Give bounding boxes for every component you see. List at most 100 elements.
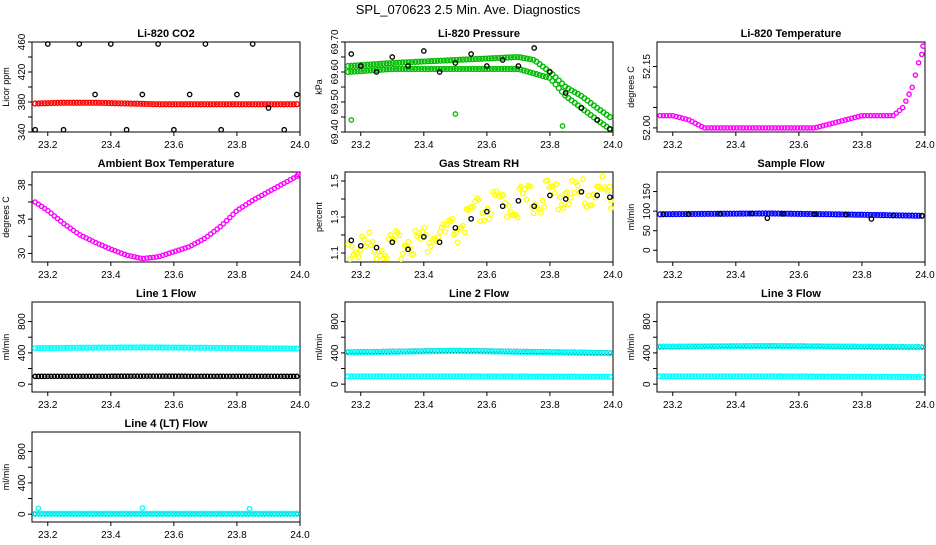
data-point [32,510,39,517]
data-point [242,101,249,108]
data-point [871,112,877,119]
data-point [452,60,459,66]
data-point [663,112,670,119]
data-point [57,373,64,380]
data-point [86,99,93,106]
data-point [557,194,563,201]
x-tick-label: 23.2 [38,530,58,540]
data-point [912,373,919,381]
data-point [606,373,613,380]
data-point [899,212,906,219]
data-point [389,348,396,355]
data-point [348,117,355,123]
data-point [357,63,364,69]
data-point [213,510,221,517]
data-point [730,373,737,380]
data-point [475,196,482,203]
data-point [670,112,676,119]
data-point [526,348,534,356]
data-point [348,242,355,249]
data-point [392,348,400,355]
data-point [816,343,823,350]
data-point [415,58,422,65]
data-point [594,117,601,123]
data-point [520,54,527,62]
data-point [466,373,473,380]
data-point [367,67,374,74]
data-point [38,345,45,352]
data-point [688,373,696,380]
data-point [64,373,70,380]
data-point [549,77,556,84]
data-point [829,373,836,380]
data-point [421,348,428,355]
data-point [482,348,489,355]
x-tick-label: 23.6 [164,530,184,540]
x-tick-label: 23.2 [663,400,683,411]
data-point [764,215,771,222]
data-point [185,101,192,108]
data-point [580,176,586,183]
data-point [571,373,578,380]
data-point [685,373,692,380]
plot-frame [31,41,301,133]
data-point [128,253,134,259]
data-point [396,59,403,66]
data-point [578,188,585,195]
data-point [258,510,265,517]
data-point [574,349,582,356]
data-point [73,99,80,106]
data-point [295,171,301,178]
plot-frame [31,301,301,393]
data-point [246,373,252,380]
data-point [345,68,352,76]
data-point [555,77,562,84]
data-point [57,99,64,106]
data-point [396,348,403,355]
data-point [711,343,718,350]
data-point [749,125,756,131]
data-point [514,65,521,73]
data-point [130,510,138,517]
data-point [893,343,900,351]
data-point [781,125,788,131]
data-point [526,56,534,63]
data-point [791,125,797,131]
data-point [787,343,795,350]
data-point [597,373,604,380]
panel-1: Li-820 CO2 Licor ppm 340 380 420 460 23.2 23.4 2… [1,28,310,151]
data-point [188,510,195,517]
data-point [832,343,839,350]
x-tick-label: 23.2 [351,270,371,281]
data-point [544,177,551,184]
data-point [717,211,723,217]
data-point [456,65,463,73]
data-point [137,255,144,261]
data-point [67,344,74,351]
data-point [261,345,269,352]
data-point [115,100,122,107]
data-point [54,99,61,107]
data-point [223,373,230,380]
data-point [593,373,601,380]
data-point [784,343,791,350]
data-point [727,125,734,131]
data-point [603,350,610,357]
data-point [386,66,393,73]
data-point [386,348,393,355]
data-point [727,373,734,380]
data-point [99,344,106,351]
data-point [861,373,868,380]
data-point [38,100,45,107]
data-point [902,373,909,381]
y-axis-label: ml/min [626,334,636,361]
data-point [746,210,753,217]
data-point [105,510,112,517]
data-point [919,51,925,58]
data-point [405,63,411,69]
data-point [207,373,214,380]
series-2 [345,347,613,357]
data-point [484,63,490,69]
data-point [364,61,371,68]
data-point [663,211,670,218]
